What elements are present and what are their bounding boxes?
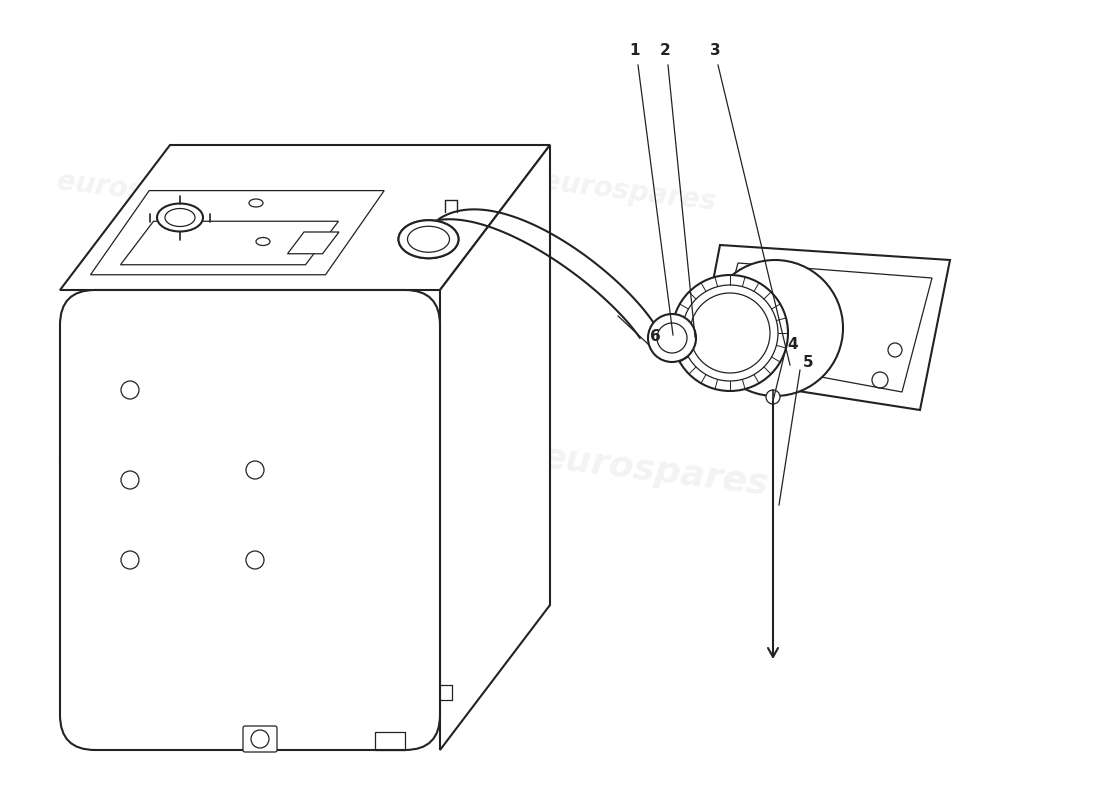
Ellipse shape <box>690 293 770 373</box>
Polygon shape <box>440 145 550 750</box>
Ellipse shape <box>256 238 270 246</box>
Ellipse shape <box>672 275 788 391</box>
Polygon shape <box>90 190 384 274</box>
Text: eurospares: eurospares <box>540 167 717 216</box>
Ellipse shape <box>682 285 778 381</box>
Ellipse shape <box>657 323 688 353</box>
Ellipse shape <box>407 226 450 252</box>
Text: 5: 5 <box>803 355 813 370</box>
Ellipse shape <box>707 260 843 396</box>
Ellipse shape <box>398 220 459 258</box>
Text: eurospares: eurospares <box>55 167 232 216</box>
Text: 2: 2 <box>660 43 670 58</box>
Polygon shape <box>60 145 550 290</box>
Text: eurospares: eurospares <box>540 440 771 502</box>
Ellipse shape <box>766 390 780 404</box>
Ellipse shape <box>398 220 459 258</box>
Ellipse shape <box>165 209 195 226</box>
Text: 6: 6 <box>650 329 660 344</box>
Text: 3: 3 <box>710 43 720 58</box>
Polygon shape <box>121 222 339 265</box>
Text: 4: 4 <box>788 337 799 352</box>
Ellipse shape <box>249 199 263 207</box>
Text: eurospares: eurospares <box>55 440 286 502</box>
Text: 1: 1 <box>629 43 640 58</box>
FancyBboxPatch shape <box>60 290 440 750</box>
Polygon shape <box>695 245 950 410</box>
Polygon shape <box>713 263 932 392</box>
Ellipse shape <box>157 203 204 231</box>
Ellipse shape <box>407 226 450 252</box>
FancyBboxPatch shape <box>243 726 277 752</box>
Ellipse shape <box>251 730 270 748</box>
Ellipse shape <box>648 314 696 362</box>
Polygon shape <box>287 232 339 254</box>
